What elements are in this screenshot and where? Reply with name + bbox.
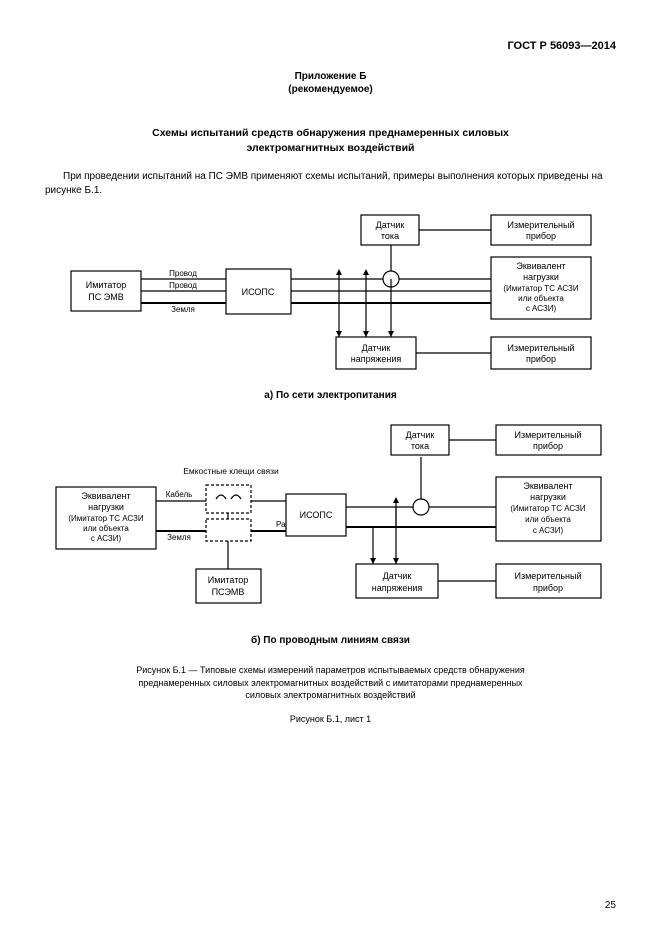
main-title: Схемы испытаний средств обнаружения пред… [45, 126, 616, 155]
main-title-line1: Схемы испытаний средств обнаружения пред… [45, 126, 616, 141]
svg-text:ПС ЭМВ: ПС ЭМВ [88, 292, 123, 302]
caption-line2: преднамеренных силовых электромагнитных … [45, 677, 616, 689]
svg-text:(Имитатор ТС АСЗИ: (Имитатор ТС АСЗИ [503, 284, 578, 293]
svg-text:Датчик: Датчик [361, 343, 390, 353]
svg-text:Земля: Земля [167, 533, 191, 542]
svg-text:прибор: прибор [532, 441, 562, 451]
svg-text:напряжения: напряжения [350, 354, 401, 364]
diagram-a-sublabel: а) По сети электропитания [45, 390, 616, 401]
standard-code: ГОСТ Р 56093—2014 [45, 40, 616, 52]
diagram-b-svg: Емкостные клещи связи Эквивалент нагрузк… [51, 419, 611, 629]
svg-text:прибор: прибор [525, 231, 555, 241]
svg-text:тока: тока [410, 441, 428, 451]
svg-text:или объекта: или объекта [518, 294, 564, 303]
svg-text:ИСОПС: ИСОПС [299, 510, 332, 520]
svg-text:Датчик: Датчик [375, 220, 404, 230]
svg-text:ИСОПС: ИСОПС [241, 287, 274, 297]
appendix-note: (рекомендуемое) [45, 83, 616, 96]
svg-text:Измерительный: Измерительный [514, 571, 581, 581]
caption-line1: Рисунок Б.1 — Типовые схемы измерений па… [45, 664, 616, 676]
svg-text:ПСЭМВ: ПСЭМВ [211, 587, 244, 597]
svg-text:Датчик: Датчик [382, 571, 411, 581]
diagram-a-svg: Имитатор ПС ЭМВ Провод Провод Земля ИСОП… [61, 209, 601, 384]
svg-text:Измерительный: Измерительный [507, 343, 574, 353]
svg-text:Провод: Провод [169, 269, 197, 278]
caption-line3: силовых электромагнитных воздействий [45, 689, 616, 701]
svg-text:нагрузки: нагрузки [88, 502, 124, 512]
svg-text:Кабель: Кабель [165, 490, 192, 499]
document-page: ГОСТ Р 56093—2014 Приложение Б (рекоменд… [0, 0, 661, 935]
svg-text:Провод: Провод [169, 281, 197, 290]
intro-paragraph: При проведении испытаний на ПС ЭМВ приме… [45, 170, 616, 197]
svg-text:Емкостные клещи связи: Емкостные клещи связи [183, 466, 279, 476]
svg-text:Эквивалент: Эквивалент [523, 481, 572, 491]
page-number: 25 [605, 900, 616, 911]
svg-text:прибор: прибор [525, 354, 555, 364]
diagram-b-sublabel: б) По проводным линиям связи [45, 635, 616, 646]
svg-text:прибор: прибор [532, 583, 562, 593]
appendix-header: Приложение Б (рекомендуемое) [45, 70, 616, 96]
svg-text:нагрузки: нагрузки [530, 492, 566, 502]
main-title-line2: электромагнитных воздействий [45, 141, 616, 156]
svg-text:с АСЗИ): с АСЗИ) [90, 534, 121, 543]
svg-text:с АСЗИ): с АСЗИ) [525, 304, 556, 313]
svg-text:нагрузки: нагрузки [523, 272, 559, 282]
appendix-title: Приложение Б [45, 70, 616, 83]
figure-caption: Рисунок Б.1 — Типовые схемы измерений па… [45, 664, 616, 700]
svg-text:Эквивалент: Эквивалент [81, 491, 130, 501]
svg-text:или объекта: или объекта [83, 524, 129, 533]
svg-text:(Имитатор ТС АСЗИ: (Имитатор ТС АСЗИ [68, 514, 143, 523]
svg-text:тока: тока [380, 231, 398, 241]
sheet-caption: Рисунок Б.1, лист 1 [45, 713, 616, 725]
svg-text:Имитатор: Имитатор [85, 280, 126, 290]
svg-text:напряжения: напряжения [371, 583, 422, 593]
diagram-a: Имитатор ПС ЭМВ Провод Провод Земля ИСОП… [45, 209, 616, 384]
diagram-b: Емкостные клещи связи Эквивалент нагрузк… [45, 419, 616, 629]
svg-text:Измерительный: Измерительный [507, 220, 574, 230]
svg-text:(Имитатор ТС АСЗИ: (Имитатор ТС АСЗИ [510, 504, 585, 513]
svg-text:Эквивалент: Эквивалент [516, 261, 565, 271]
svg-text:или объекта: или объекта [525, 515, 571, 524]
svg-text:Имитатор: Имитатор [207, 575, 248, 585]
svg-text:Земля: Земля [171, 305, 195, 314]
svg-text:с АСЗИ): с АСЗИ) [532, 526, 563, 535]
svg-text:Датчик: Датчик [405, 430, 434, 440]
svg-text:Измерительный: Измерительный [514, 430, 581, 440]
